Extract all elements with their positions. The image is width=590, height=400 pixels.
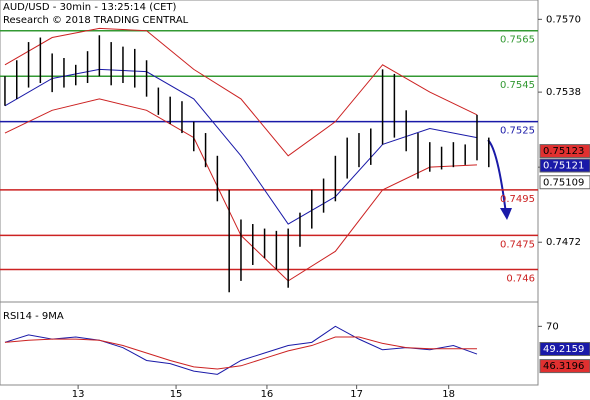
plot-frame xyxy=(0,0,539,386)
y-tick-label: 0.7570 xyxy=(546,14,581,25)
price-tag xyxy=(539,158,590,173)
y-tick-label: 0.7472 xyxy=(546,237,581,248)
level-label: 0.7475 xyxy=(500,239,535,250)
rsi-line xyxy=(4,325,478,375)
forecast-arrowhead xyxy=(500,208,512,220)
price-tag-label: 49.2159 xyxy=(543,344,584,355)
level-label: 0.746 xyxy=(506,274,535,285)
level-label: 0.7525 xyxy=(500,126,535,137)
price-tag xyxy=(539,175,590,190)
rsi-title: RSI14 - 9MA xyxy=(3,311,64,322)
x-tick-label: 16 xyxy=(261,389,274,400)
chart-subtitle: Research © 2018 TRADING CENTRAL xyxy=(3,15,189,26)
price-tag-label: 0.75123 xyxy=(543,146,584,157)
x-tick-label: 13 xyxy=(72,389,85,400)
price-tag xyxy=(539,342,590,357)
level-label: 0.7545 xyxy=(500,80,535,91)
rsi-line xyxy=(4,336,477,370)
level-label: 0.7495 xyxy=(500,194,535,205)
price-tag-label: 0.75121 xyxy=(543,161,584,172)
level-label: 0.7565 xyxy=(500,35,535,46)
x-tick-label: 17 xyxy=(350,389,363,400)
y-tick-label: 70 xyxy=(546,321,559,332)
price-tag-label: 46.3196 xyxy=(543,361,584,372)
forecast-arrow xyxy=(487,139,507,215)
price-tag xyxy=(539,144,590,159)
x-tick-label: 15 xyxy=(170,389,183,400)
x-tick-label: 18 xyxy=(442,389,455,400)
price-tag-label: 0.75109 xyxy=(543,177,584,188)
overlay-line xyxy=(4,68,478,225)
overlay-line xyxy=(4,27,478,157)
y-tick-label: 0.7538 xyxy=(546,87,581,98)
price-tag xyxy=(539,359,590,374)
chart-title: AUD/USD - 30min - 13:25:14 (CET) xyxy=(3,2,177,13)
